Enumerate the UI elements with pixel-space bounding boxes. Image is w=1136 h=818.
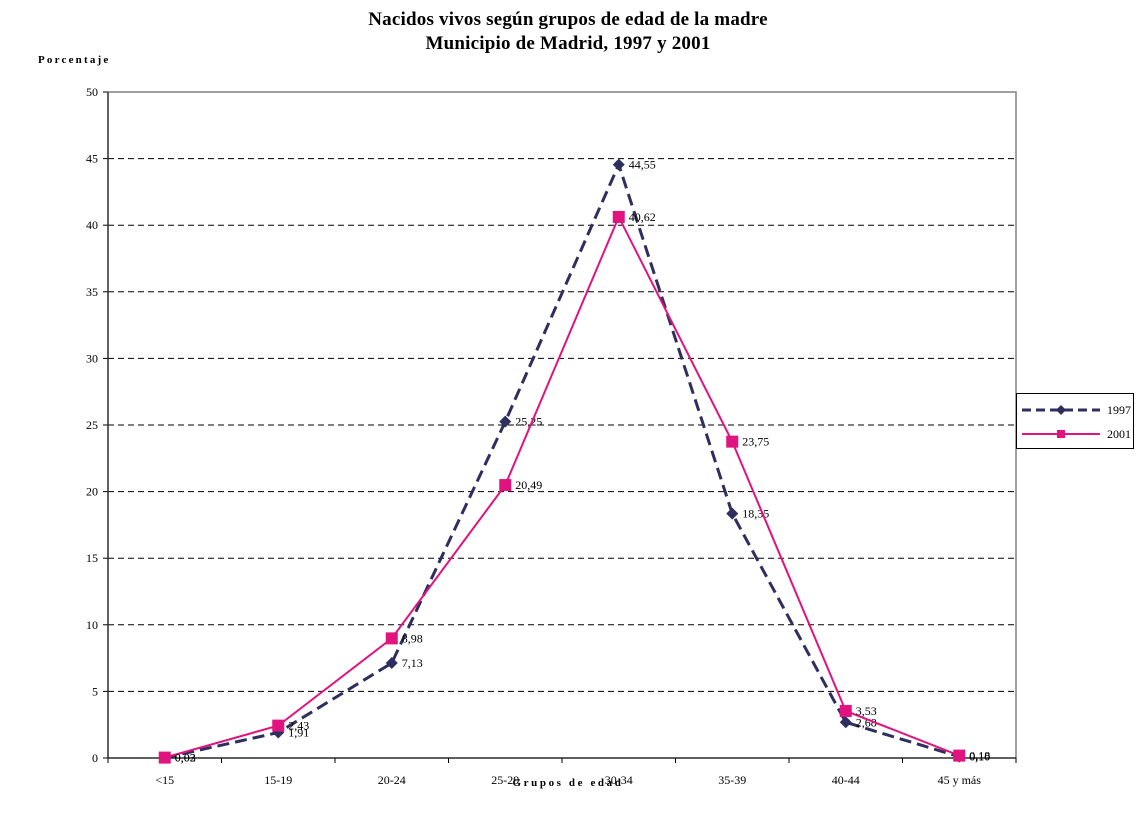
data-label-2001: 23,75 [742, 435, 769, 449]
data-label-2001: 20,49 [515, 478, 542, 492]
x-tick-label: 35-39 [718, 773, 746, 787]
y-tick-label: 30 [86, 351, 98, 365]
data-point-2001 [612, 210, 625, 223]
x-tick-label: 25-29 [491, 773, 519, 787]
series-line-1997 [164, 160, 960, 760]
data-point-1997 [612, 158, 625, 171]
chart-title: Nacidos vivos según grupos de edad de la… [0, 8, 1136, 56]
x-tick-label: <15 [155, 773, 174, 787]
data-point-2001 [158, 751, 171, 764]
data-point-1997 [499, 415, 512, 428]
data-label-1997: 44,55 [629, 158, 656, 172]
legend-label-2001: 2001 [1107, 427, 1131, 441]
y-tick-label: 45 [86, 152, 98, 166]
data-point-2001 [272, 719, 285, 732]
data-label-2001: 0,18 [969, 749, 990, 763]
chart-title-line-1: Nacidos vivos según grupos de edad de la… [368, 9, 768, 30]
legend-swatch-2001 [1022, 430, 1100, 438]
data-point-1997 [839, 716, 852, 729]
y-tick-label: 50 [86, 85, 98, 99]
data-label-1997: 0,10 [969, 750, 990, 764]
data-label-2001: 3,53 [856, 704, 877, 718]
y-tick-label: 35 [86, 285, 98, 299]
data-point-1997 [385, 657, 398, 670]
legend: 1997 2001 [1016, 393, 1134, 449]
data-label-1997: 2,68 [856, 715, 877, 729]
data-label-1997: 7,13 [402, 656, 423, 670]
data-label-2001: 2,43 [288, 719, 309, 733]
y-tick-label: 5 [92, 684, 98, 698]
x-tick-label: 15-19 [264, 773, 292, 787]
series-line-2001 [164, 214, 960, 759]
x-axis-label: Grupos de edad [512, 777, 624, 789]
y-tick-label: 0 [92, 751, 98, 765]
legend-item-2001: 2001 [1017, 426, 1135, 442]
data-point-2001 [385, 632, 398, 645]
y-axis-label: Porcentaje [38, 54, 111, 66]
legend-label-1997: 1997 [1107, 403, 1131, 417]
y-tick-label: 20 [86, 485, 98, 499]
legend-swatch-1997 [1022, 405, 1100, 415]
x-tick-label: 20-24 [378, 773, 406, 787]
data-point-2001 [953, 749, 966, 762]
x-tick-label: 30-34 [605, 773, 633, 787]
y-tick-label: 10 [86, 618, 98, 632]
y-tick-label: 40 [86, 218, 98, 232]
data-point-1997 [726, 507, 739, 520]
data-label-2001: 40,62 [629, 210, 656, 224]
data-label-2001: 0,03 [175, 751, 196, 765]
x-tick-label: 45 y más [938, 773, 982, 787]
y-tick-label: 15 [86, 551, 98, 565]
data-label-2001: 8,98 [402, 631, 423, 645]
data-label-1997: 25,25 [515, 415, 542, 429]
x-tick-label: 40-44 [832, 773, 860, 787]
data-point-2001 [839, 704, 852, 717]
y-tick-label: 25 [86, 418, 98, 432]
data-point-2001 [726, 435, 739, 448]
data-label-1997: 18,35 [742, 507, 769, 521]
data-label-1997: 1,91 [288, 726, 309, 740]
legend-item-1997: 1997 [1017, 402, 1135, 418]
data-point-2001 [499, 479, 512, 492]
chart-title-line-2: Municipio de Madrid, 1997 y 2001 [425, 33, 711, 54]
